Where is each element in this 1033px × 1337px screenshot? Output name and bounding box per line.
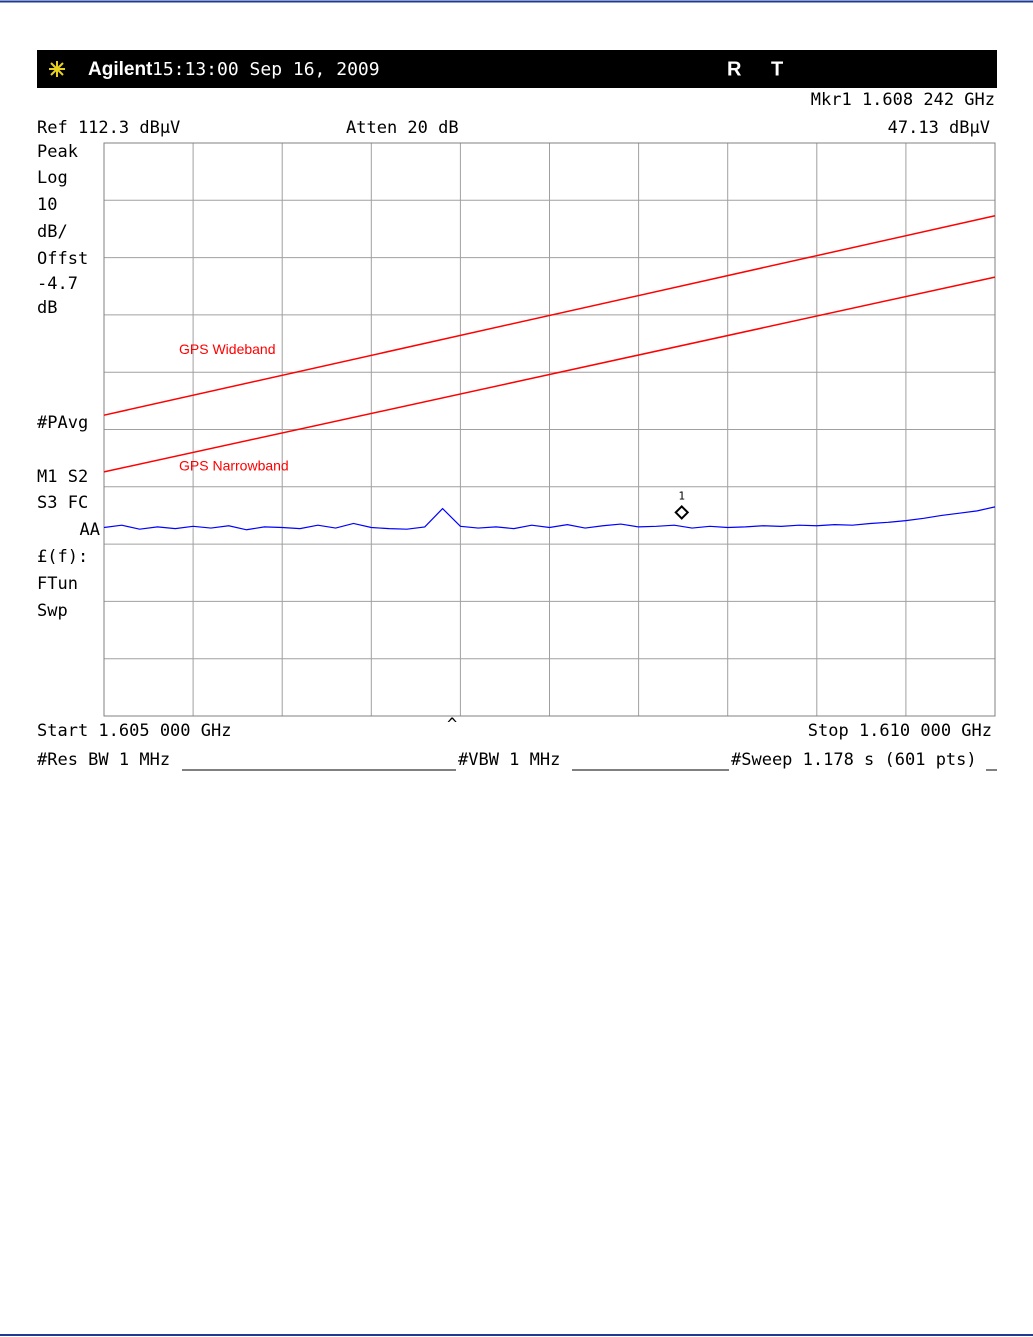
sweep: #Sweep 1.178 s (601 pts) xyxy=(731,750,977,770)
reference-level: Ref 112.3 dBµV xyxy=(37,118,180,138)
limit-line-label: GPS Narrowband xyxy=(179,458,289,474)
side-panel-label: Peak xyxy=(37,142,78,162)
vbw: #VBW 1 MHz xyxy=(458,750,560,770)
limit-line-label: GPS Wideband xyxy=(179,341,276,357)
limit-line xyxy=(103,215,996,416)
side-panel-label: S3 FC xyxy=(37,493,88,513)
stop-frequency: Stop 1.610 000 GHz xyxy=(808,721,992,741)
side-panel-label: dB xyxy=(37,298,57,318)
marker-readout: Mkr1 1.608 242 GHz xyxy=(811,90,995,110)
trace xyxy=(103,506,996,531)
side-panel-label: Log xyxy=(37,168,68,188)
status: R xyxy=(727,58,742,80)
timestamp: 15:13:00 Sep 16, 2009 xyxy=(152,59,380,80)
brand: Agilent xyxy=(88,59,153,80)
logo xyxy=(49,61,65,77)
attenuation: Atten 20 dB xyxy=(346,118,459,138)
title-bar xyxy=(37,50,997,88)
limit-line xyxy=(103,276,996,473)
status: T xyxy=(771,58,783,80)
marker-level: 47.13 dBµV xyxy=(888,118,990,138)
side-panel-label: #PAvg xyxy=(37,413,88,433)
res-bw: #Res BW 1 MHz xyxy=(37,750,170,770)
side-panel-label: FTun xyxy=(37,574,78,594)
side-panel-label: Offst xyxy=(37,249,88,269)
side-panel-label: Swp xyxy=(37,601,68,621)
start-frequency: Start 1.605 000 GHz xyxy=(37,721,231,741)
side-panel-label: M1 S2 xyxy=(37,467,88,487)
center-mark: ^ xyxy=(447,715,457,735)
side-panel-label: -4.7 xyxy=(37,274,78,294)
side-panel-label: 10 xyxy=(37,195,57,215)
plot-frame xyxy=(103,142,996,717)
side-panel-label: AA xyxy=(80,520,100,540)
marker-label: 1 xyxy=(678,489,685,502)
side-panel-label: dB/ xyxy=(37,222,68,242)
marker xyxy=(674,505,690,520)
side-panel-label: £(f): xyxy=(37,547,88,567)
